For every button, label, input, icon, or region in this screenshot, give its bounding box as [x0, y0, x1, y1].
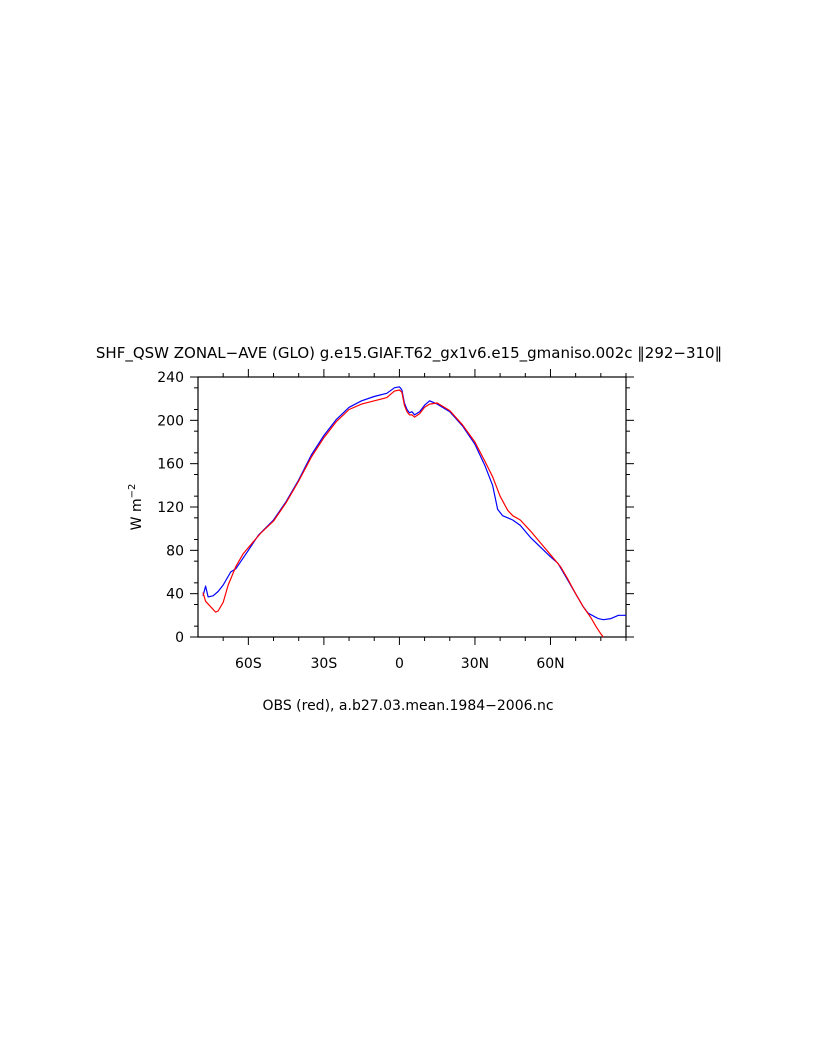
y-tick-label: 0 — [175, 630, 184, 646]
y-tick-label: 40 — [166, 587, 184, 603]
plot-area: 0 40 80 120 160 200 240 60S 30S 0 30N 60N — [157, 369, 634, 672]
x-tick-label: 0 — [395, 656, 404, 672]
y-tick-label: 200 — [157, 413, 184, 429]
y-tick-label: 160 — [157, 457, 184, 473]
series-lines — [202, 386, 626, 638]
plot-frame — [197, 376, 627, 638]
y-tick-label: 80 — [166, 543, 184, 559]
chart-title: SHF_QSW ZONAL−AVE (GLO) g.e15.GIAF.T62_g… — [96, 344, 722, 363]
y-tick-label: 120 — [157, 500, 184, 516]
y-tick-label: 240 — [157, 370, 184, 386]
x-tick-label: 30S — [311, 656, 338, 672]
x-axis: 60S 30S 0 30N 60N — [222, 369, 627, 672]
y-axis-label-superscript: −2 — [127, 484, 138, 499]
series-line-2 — [202, 389, 604, 638]
x-tick-label: 30N — [461, 656, 489, 672]
x-tick-label: 60N — [536, 656, 564, 672]
chart-caption: OBS (red), a.b27.03.mean.1984−2006.nc — [262, 698, 553, 714]
x-tick-label: 60S — [235, 656, 262, 672]
y-axis: 0 40 80 120 160 200 240 — [157, 370, 634, 646]
y-axis-label: W m−2 — [127, 484, 145, 531]
series-line-1 — [202, 386, 626, 621]
